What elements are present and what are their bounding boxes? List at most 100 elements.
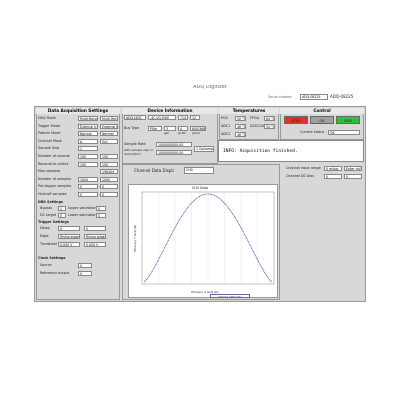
plot-title: CH0 Data (191, 186, 209, 190)
acq-title: Data Acquisition Settings (36, 108, 120, 114)
unit-field: 1 Gs/sample (194, 146, 214, 152)
range-field[interactable]: 0 mVpp (324, 166, 342, 171)
device-sublabel: width (178, 131, 186, 135)
setting-readback: Rising edge (84, 233, 106, 239)
temp-label: ADC1 (221, 124, 231, 128)
setting-label: Number of records (38, 154, 70, 158)
temp-label: ADC2 (221, 132, 231, 136)
setting-readback: 196404 (100, 169, 118, 175)
temp-value: 64 °C (264, 116, 275, 121)
setting-label: Number of samples (38, 176, 72, 181)
setting-input[interactable]: Normal (78, 131, 98, 137)
setting-readback: External trigger (100, 123, 118, 129)
setting-readback: 0.000 V (84, 241, 106, 247)
bias-field2: 0 (344, 174, 362, 179)
legend: ADQ14 CH0 data (210, 294, 250, 298)
setting-label: DC target (40, 212, 56, 217)
bias-label: Channel DC bias (286, 174, 314, 178)
temp-title: Temperatures (219, 108, 279, 114)
setting-input[interactable]: 0 (78, 262, 92, 268)
control-button[interactable]: OK (310, 116, 334, 124)
temp-label: DCDC2A (250, 124, 264, 128)
setting-label: Threshold (40, 241, 57, 246)
temp-value: 46 °C (235, 124, 246, 129)
setting-input[interactable]: 0 (58, 225, 80, 231)
serial-label: Serial number (268, 95, 292, 99)
channel-select[interactable]: CH0 (184, 167, 214, 174)
control-title: Control (280, 108, 364, 114)
setting-input[interactable]: A (78, 138, 98, 144)
setting-label: DAQ Mode (38, 116, 56, 120)
control-button[interactable]: RUN (336, 116, 360, 124)
setting-input[interactable]: 1000 (78, 176, 98, 182)
device-sublabel: serial (192, 131, 200, 135)
setting-readback: Normal (100, 131, 118, 137)
setting-input[interactable]: 1 (58, 205, 66, 211)
setting-input[interactable]: Rising edge (58, 233, 80, 239)
device-sublabel: gen (164, 131, 170, 135)
setting-input[interactable]: 0 (96, 205, 106, 211)
setting-label: Bypass (40, 205, 53, 210)
control-button[interactable]: STOP (284, 116, 308, 124)
setting-input[interactable]: 100 (78, 161, 98, 167)
device-field: 12 (190, 115, 200, 120)
section-title: Trigger Settings (38, 219, 69, 224)
serial-select[interactable]: ADQ-08225 (300, 94, 328, 100)
setting-input[interactable]: 0 (58, 212, 66, 218)
setting-readback: Multi-Record (100, 116, 118, 121)
setting-label: Delay (40, 225, 50, 230)
setting-input[interactable]: 100 (78, 154, 98, 159)
setting-input[interactable]: 1 (78, 146, 98, 152)
setting-label: Trigger Mode (38, 123, 61, 128)
status-field: OK (328, 130, 360, 135)
setting-input[interactable]: 0 (78, 270, 92, 276)
temp-label: FPGA (250, 116, 259, 120)
status-label: Current status (300, 130, 325, 134)
setting-readback: 0 (100, 184, 118, 190)
temp-value: 46 °C (235, 132, 246, 137)
setting-input[interactable]: External trigger (78, 123, 98, 129)
setting-input[interactable]: 0 (78, 184, 98, 190)
bus-label: Bus Type (124, 126, 140, 130)
device-field: 714 (178, 115, 188, 120)
setting-label: Source (40, 262, 52, 267)
serial-value: ADQ-08225 (330, 94, 354, 99)
skip-label: with sample skip or decimation (124, 148, 154, 156)
device-field: 8/00368 (190, 126, 206, 131)
setting-readback: 0 (100, 192, 118, 197)
setting-input[interactable]: 0 (96, 212, 106, 218)
skip-field: 1000000000.00 (156, 150, 192, 155)
title: ADQ Digitizer (193, 85, 227, 90)
rate-field: 1000000000.00 (156, 142, 192, 147)
y-label: Primary Y Axis (R) (133, 224, 137, 252)
setting-readback: 100 (100, 154, 118, 159)
range-hint: Enter mVpp (344, 166, 362, 171)
setting-label: Reference output (40, 270, 70, 275)
section-title: DBS Settings (38, 199, 64, 204)
device-field: PXIe (148, 126, 162, 131)
plot-bg (128, 184, 278, 298)
setting-label: Records to collect (38, 161, 69, 166)
device-field: -4C-VG-PXIE (148, 115, 176, 120)
setting-label: Pattern Mode (38, 131, 61, 136)
setting-readback: 0 (84, 225, 106, 231)
setting-label: Hold-off samples (38, 192, 67, 196)
temp-label: PCB (221, 116, 228, 120)
temp-value: 50 °C (235, 116, 246, 121)
setting-label: Lower saturation (68, 212, 96, 217)
setting-label: Channel Mask (38, 138, 62, 143)
setting-readback: 0x1 (100, 138, 118, 144)
setting-input[interactable]: 0 (78, 192, 98, 197)
rate-label: Sample Rate (124, 142, 146, 146)
setting-label: Pre-trigger samples (38, 184, 72, 189)
setting-input[interactable]: 0.000 V (58, 241, 80, 247)
setting-readback: 1000 (100, 176, 118, 182)
info-box: INFO: Acquisition finished. (218, 140, 364, 162)
range-label: Channel input range (286, 166, 321, 170)
bias-field[interactable]: 0 (324, 174, 342, 179)
temp-value: 54 °C (264, 124, 275, 129)
setting-label: Sample Skip (38, 146, 60, 151)
setting-input[interactable]: Multi-Record (78, 116, 98, 121)
